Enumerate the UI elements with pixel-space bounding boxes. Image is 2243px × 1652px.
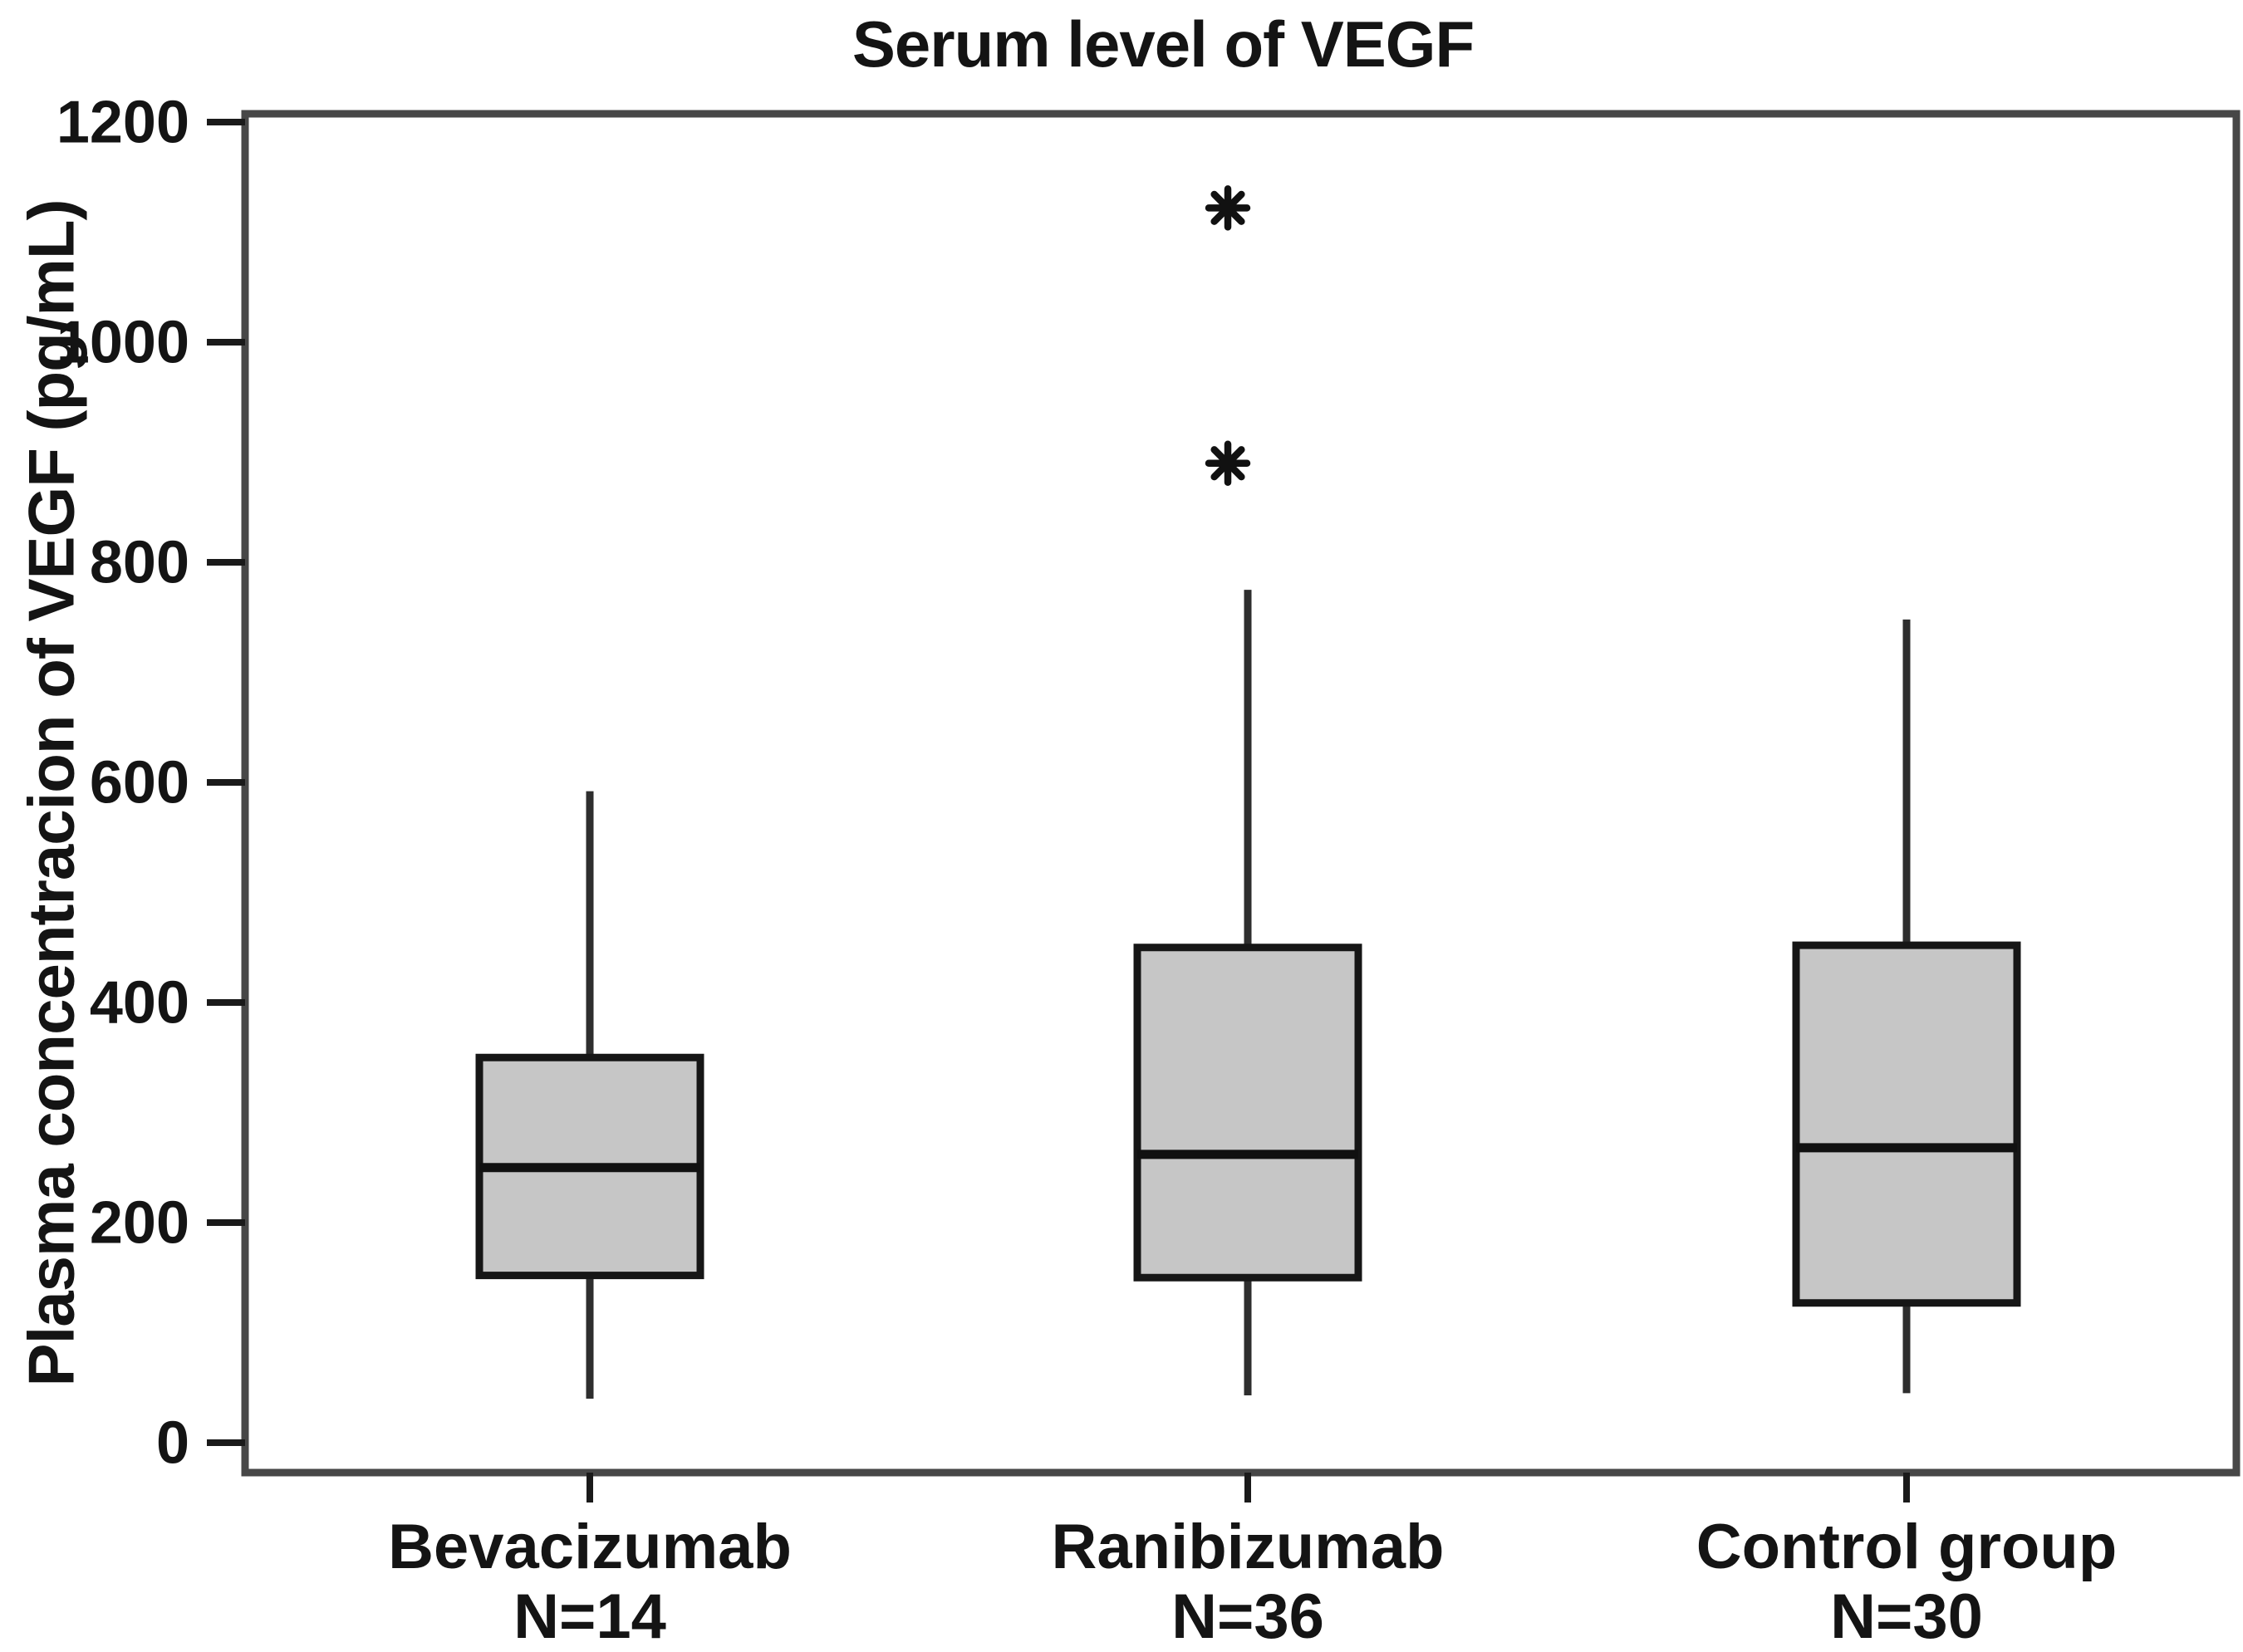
y-tick-label-600: 600 [90, 749, 189, 816]
group-n-label-control-group: N=30 [1830, 1581, 1983, 1652]
y-tick-label-400: 400 [90, 969, 189, 1036]
box-control-group [1792, 941, 2021, 1307]
group-n-label-bevacizumab: N=14 [513, 1581, 666, 1652]
outlier-stroke [1210, 446, 1245, 481]
group-label-control-group: Control group [1696, 1512, 2118, 1582]
y-axis-label: Plasma concentracion of VEGF (pg/mL) [14, 199, 88, 1387]
y-tick-label-1000: 1000 [56, 309, 189, 375]
outlier-marker-ranibizumab-0 [1205, 440, 1251, 486]
group-n-label-ranibizumab: N=36 [1171, 1581, 1324, 1652]
plot-frame [241, 110, 2241, 1477]
outlier-marker-ranibizumab-1 [1205, 185, 1251, 231]
y-tick-label-0: 0 [156, 1409, 189, 1476]
chart-title: Serum level of VEGF [852, 7, 1475, 81]
group-label-ranibizumab: Ranibizumab [1052, 1512, 1445, 1582]
y-tick-label-1200: 1200 [56, 89, 189, 155]
y-tick-label-200: 200 [90, 1189, 189, 1256]
box-ranibizumab [1133, 944, 1362, 1282]
group-label-bevacizumab: Bevacizumab [388, 1512, 792, 1582]
outlier-stroke [1210, 190, 1245, 225]
y-tick-label-800: 800 [90, 529, 189, 596]
